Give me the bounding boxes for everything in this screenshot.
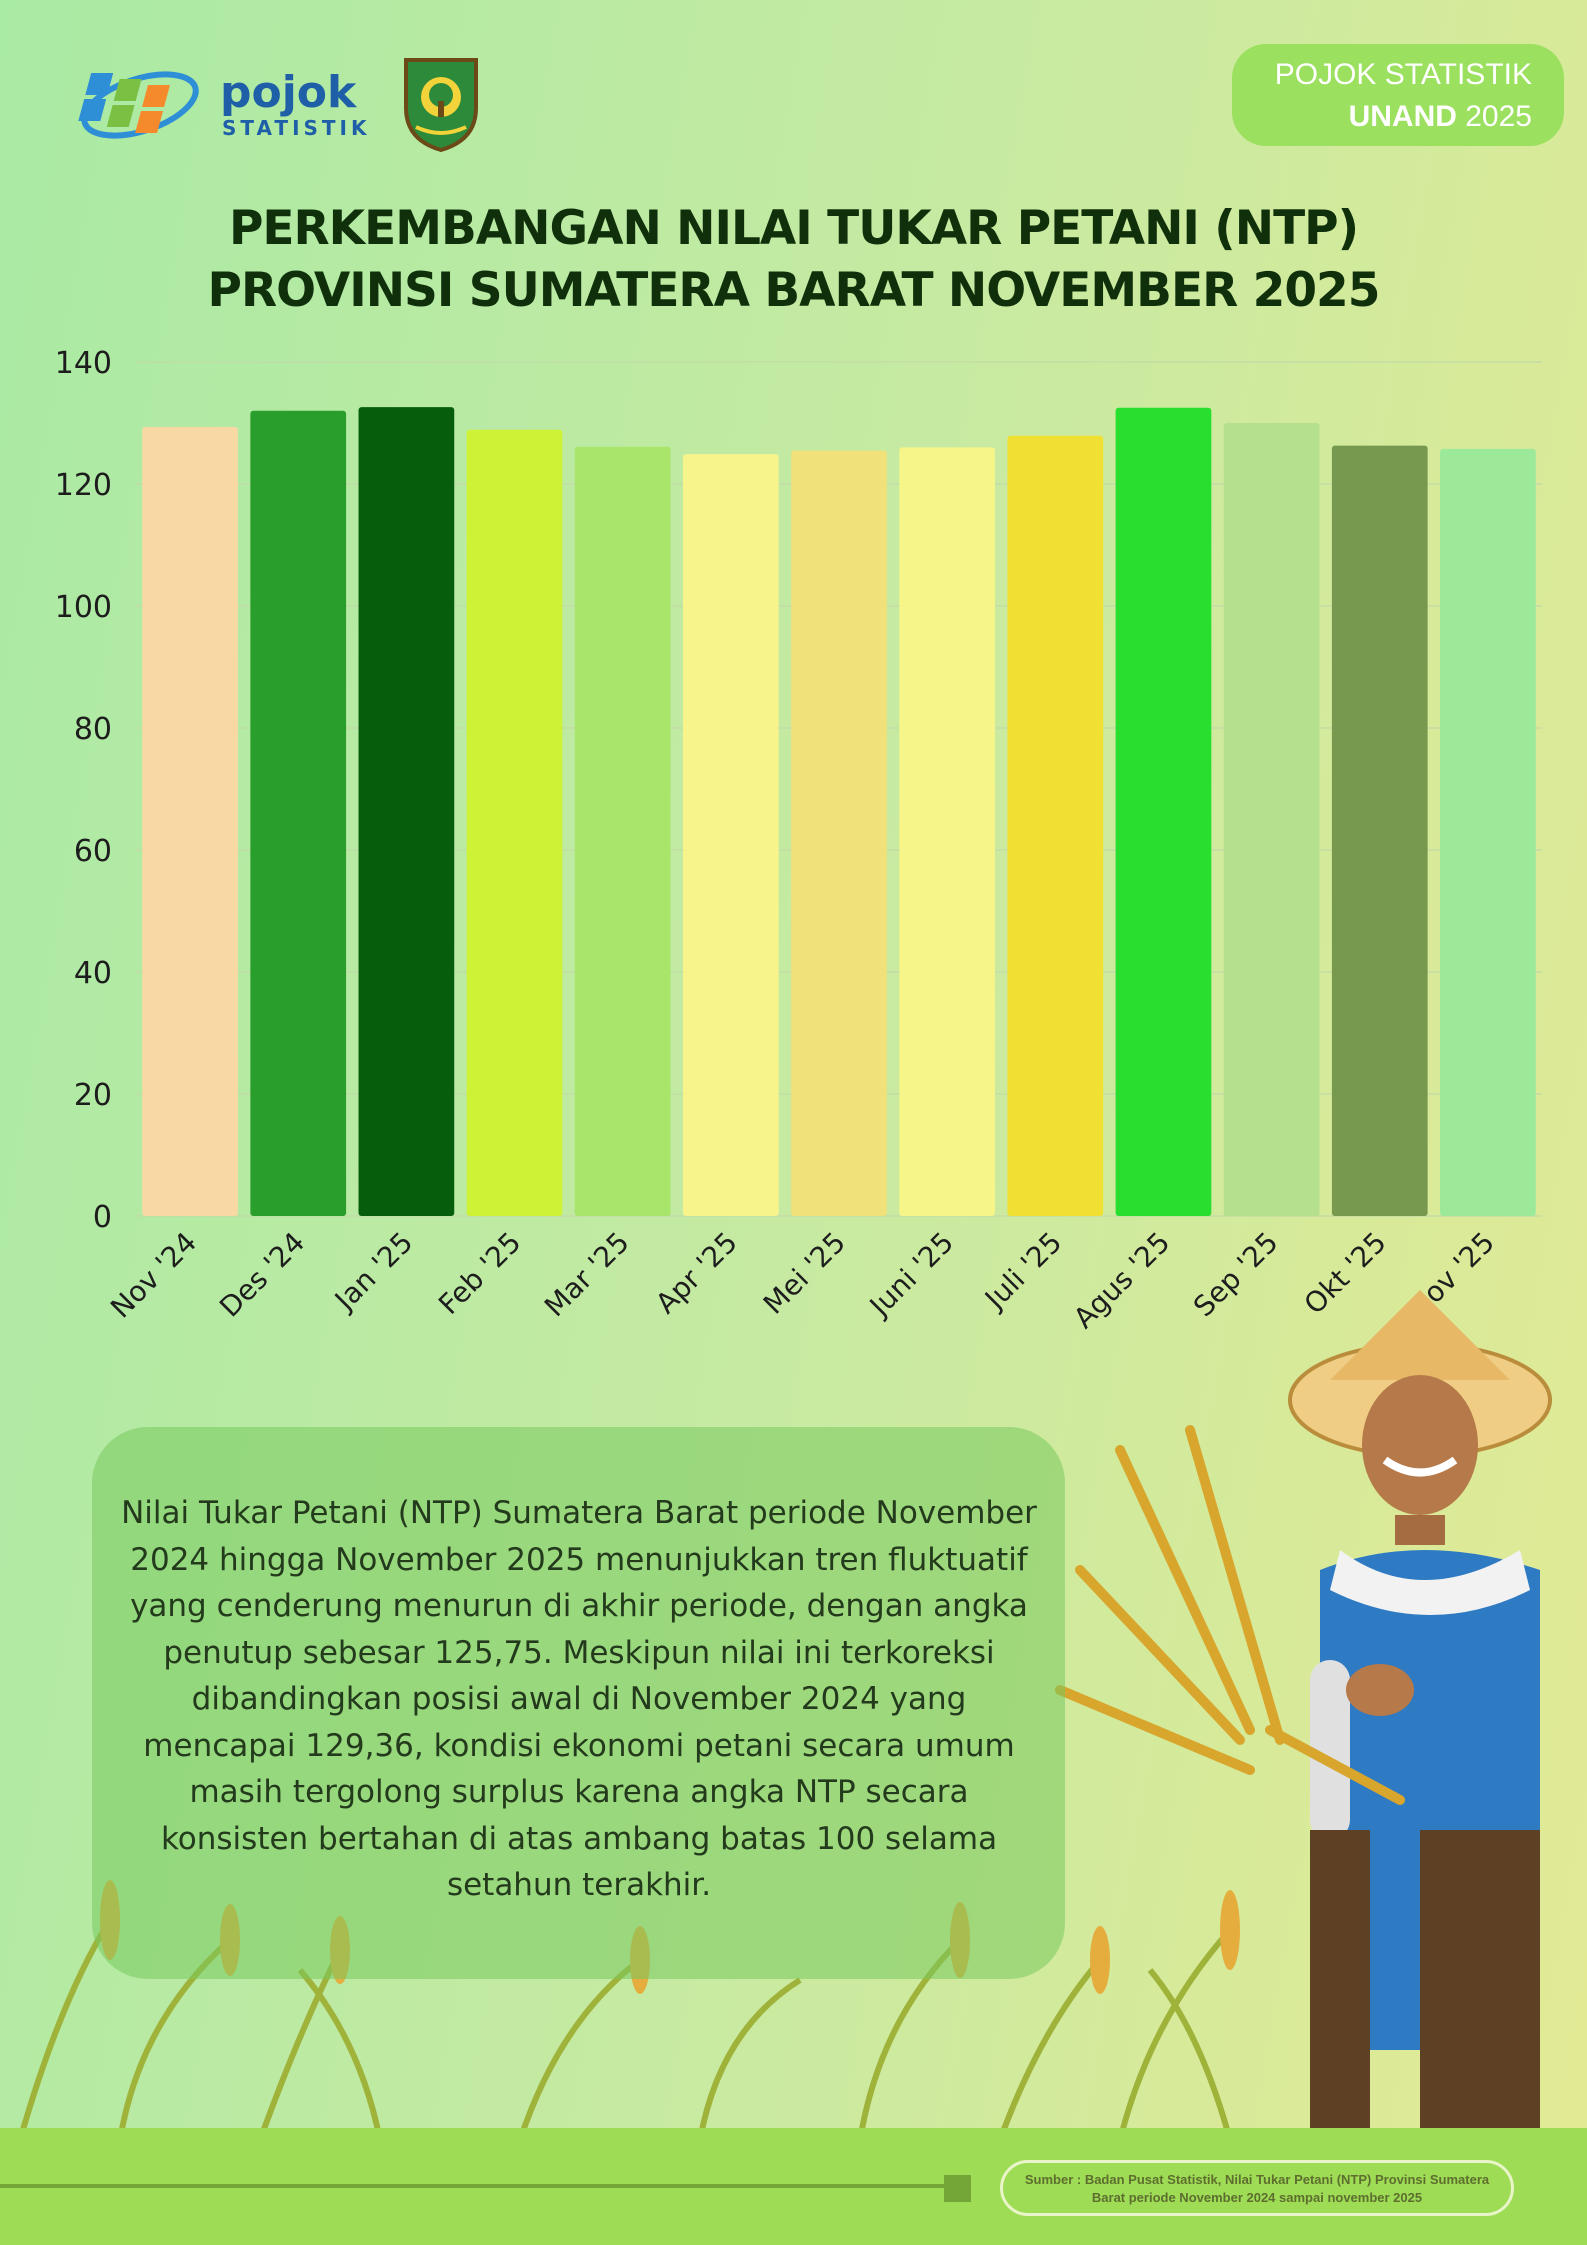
bar-1 [250, 410, 347, 1216]
x-tick-label: Mar '25 [538, 1226, 636, 1324]
source-line-2: Barat periode November 2024 sampai novem… [1091, 2190, 1423, 2205]
x-tick-label: Juni '25 [862, 1226, 960, 1324]
y-tick-label: 40 [74, 956, 112, 991]
bar-9 [1115, 407, 1212, 1216]
bar-0 [142, 426, 238, 1216]
event-badge: POJOK STATISTIK UNAND 2025 [1232, 44, 1564, 146]
x-tick-label: Des '24 [213, 1226, 311, 1324]
badge-line-1: POJOK STATISTIK [1274, 58, 1532, 91]
summary-text: Nilai Tukar Petani (NTP) Sumatera Barat … [121, 1495, 1037, 1903]
bar-10 [1223, 423, 1320, 1216]
title-line-1: PERKEMBANGAN NILAI TUKAR PETANI (NTP) [228, 201, 1359, 256]
page-title: PERKEMBANGAN NILAI TUKAR PETANI (NTP) PR… [0, 198, 1587, 322]
title-line-2: PROVINSI SUMATERA BARAT NOVEMBER 2025 [207, 263, 1381, 318]
source-note: Sumber : Badan Pusat Statistik, Nilai Tu… [1000, 2160, 1514, 2216]
statistik-logo-text: STATISTIK [222, 116, 371, 140]
y-tick-label: 0 [93, 1200, 112, 1235]
bar-11 [1331, 445, 1428, 1216]
x-tick-label: Mei '25 [757, 1226, 852, 1321]
logo-group: pojok STATISTIK [78, 55, 498, 155]
y-tick-label: 100 [55, 590, 112, 625]
source-line-1: Sumber : Badan Pusat Statistik, Nilai Tu… [1024, 2172, 1490, 2187]
bar-8 [1007, 435, 1104, 1216]
x-tick-label: Jan '25 [327, 1226, 419, 1318]
y-tick-label: 140 [55, 346, 112, 381]
bps-logo-icon [78, 71, 199, 139]
x-tick-label: Feb '25 [432, 1226, 527, 1321]
badge-line-2: UNAND 2025 [1348, 100, 1532, 133]
x-tick-label: Apr '25 [649, 1226, 744, 1321]
footer-divider-line [0, 2184, 945, 2188]
y-tick-label: 120 [55, 468, 112, 503]
x-tick-label: Nov '24 [104, 1226, 203, 1325]
ntp-bar-chart: 0 20 40 60 80 100 120 140 Nov '24 Des '24 Jan '25 F… [55, 346, 1542, 1335]
summary-panel [92, 1427, 1065, 1979]
y-tick-label: 60 [74, 834, 112, 869]
y-tick-label: 20 [74, 1078, 112, 1113]
pojok-logo-text: pojok [220, 67, 358, 118]
y-tick-label: 80 [74, 712, 112, 747]
bar-5 [682, 454, 779, 1216]
bar-6 [791, 450, 887, 1216]
bar-4 [574, 446, 671, 1216]
bar-3 [466, 429, 563, 1217]
province-emblem-icon [404, 58, 478, 153]
bar-7 [899, 447, 996, 1216]
bar-12 [1440, 448, 1536, 1216]
footer-square-icon [944, 2175, 971, 2202]
bar-2 [358, 407, 455, 1216]
farmer-illustration [1055, 1290, 1552, 2130]
